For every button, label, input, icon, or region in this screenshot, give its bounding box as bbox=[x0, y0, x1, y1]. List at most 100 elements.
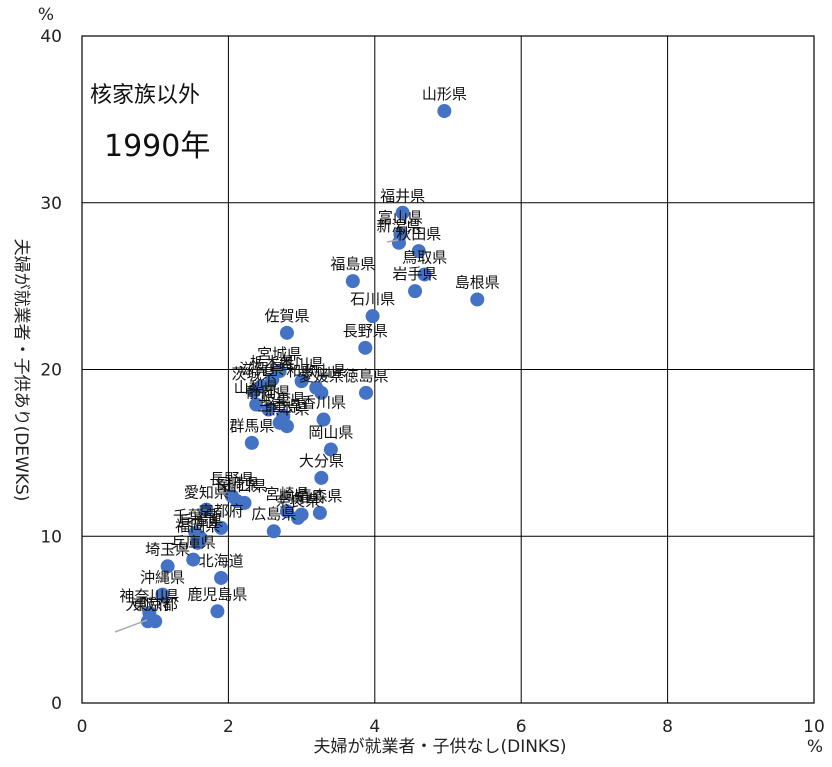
data-label-48: 東京都 bbox=[133, 595, 178, 613]
data-label-15: 茨城県 bbox=[232, 365, 277, 383]
data-points bbox=[140, 104, 485, 629]
data-label-39: 千葉県 bbox=[173, 507, 218, 525]
data-point-38 bbox=[214, 520, 229, 535]
x-tick-label-2: 4 bbox=[369, 717, 380, 737]
data-label-27: 岡山県 bbox=[308, 424, 353, 442]
data-label-31: 山口県 bbox=[222, 477, 267, 495]
x-tick-label-5: 10 bbox=[803, 717, 825, 737]
leader-line-niigata bbox=[386, 239, 399, 243]
data-point-45 bbox=[155, 587, 170, 602]
data-point-32 bbox=[199, 502, 214, 517]
data-label-47: 鹿児島県 bbox=[187, 585, 247, 603]
data-point-36 bbox=[290, 510, 305, 525]
data-label-4: 秋田県 bbox=[396, 225, 441, 243]
data-label-11: 長野県 bbox=[343, 322, 388, 340]
data-point-49 bbox=[140, 614, 155, 629]
data-label-46: 神奈川県 bbox=[119, 587, 179, 605]
chart-title: 核家族以外 bbox=[90, 83, 200, 108]
data-label-40: 兵庫県 bbox=[178, 512, 223, 530]
data-point-11 bbox=[358, 340, 373, 355]
chart-subtitle: 1990年 bbox=[104, 129, 210, 164]
data-label-18: 愛媛県 bbox=[299, 367, 344, 385]
y-axis-ticks: 0 10 20 30 40 bbox=[40, 27, 62, 714]
data-label-43: 埼玉県 bbox=[145, 540, 190, 558]
data-point-1 bbox=[395, 205, 410, 220]
data-label-28: 大分県 bbox=[299, 452, 344, 470]
data-point-8 bbox=[470, 292, 485, 307]
data-label-7: 岩手県 bbox=[393, 265, 438, 283]
data-label-24: 香川県 bbox=[301, 394, 346, 412]
data-label-14: 滋賀県 bbox=[239, 360, 284, 378]
data-label-38: 京都府 bbox=[199, 502, 244, 520]
data-label-16: 香川県 bbox=[279, 355, 324, 373]
data-label-0: 山形県 bbox=[422, 85, 467, 103]
data-label-2: 富山県 bbox=[378, 208, 423, 226]
data-label-5: 鳥取県 bbox=[402, 248, 447, 266]
y-axis-unit: % bbox=[38, 5, 54, 25]
data-point-43 bbox=[160, 559, 175, 574]
data-label-44: 北海道 bbox=[199, 552, 244, 570]
x-tick-label-3: 6 bbox=[516, 717, 527, 737]
data-point-20 bbox=[249, 397, 264, 412]
y-tick-label-2: 20 bbox=[40, 361, 62, 381]
data-point-41 bbox=[190, 535, 205, 550]
x-axis-title: 夫婦が就業者・子供なし(DINKS) bbox=[313, 737, 566, 757]
data-point-44 bbox=[214, 570, 229, 585]
data-label-6: 福島県 bbox=[330, 255, 375, 273]
data-point-35 bbox=[312, 505, 327, 520]
data-point-19 bbox=[359, 385, 374, 400]
data-point-13 bbox=[265, 372, 280, 387]
data-point-27 bbox=[323, 442, 338, 457]
x-tick-label-0: 0 bbox=[77, 717, 88, 737]
data-label-49: 大阪府 bbox=[125, 595, 170, 613]
data-point-4 bbox=[411, 244, 426, 259]
data-label-25: 熊本県 bbox=[264, 400, 309, 418]
plot-area-border bbox=[81, 35, 815, 704]
y-tick-label-0: 0 bbox=[51, 694, 62, 714]
x-axis-unit: % bbox=[807, 737, 823, 757]
data-point-26 bbox=[244, 435, 259, 450]
data-label-9: 石川県 bbox=[350, 290, 395, 308]
data-label-12: 宮城県 bbox=[257, 345, 302, 363]
data-point-10 bbox=[279, 325, 294, 340]
data-label-17: 和歌山県 bbox=[286, 362, 346, 380]
data-point-18 bbox=[314, 385, 329, 400]
data-label-10: 佐賀県 bbox=[264, 307, 309, 325]
data-label-42: 兵庫県 bbox=[171, 534, 216, 552]
data-point-0 bbox=[437, 104, 452, 119]
data-label-26: 群馬県 bbox=[229, 417, 274, 435]
data-point-28 bbox=[314, 470, 329, 485]
x-tick-label-4: 8 bbox=[662, 717, 673, 737]
data-label-1: 福井県 bbox=[380, 187, 425, 205]
data-point-7 bbox=[408, 284, 423, 299]
data-label-22: 岐阜県 bbox=[261, 390, 306, 408]
data-point-24 bbox=[316, 412, 331, 427]
data-label-41: 福岡県 bbox=[175, 517, 220, 535]
data-point-3 bbox=[391, 235, 406, 250]
data-point-21 bbox=[261, 402, 276, 417]
data-point-42 bbox=[186, 552, 201, 567]
y-tick-label-4: 40 bbox=[40, 27, 62, 47]
data-label-8: 島根県 bbox=[455, 273, 500, 291]
data-point-33 bbox=[279, 504, 294, 519]
data-point-6 bbox=[345, 274, 360, 289]
data-label-21: 静岡県 bbox=[246, 384, 291, 402]
y-tick-label-3: 30 bbox=[40, 194, 62, 214]
data-label-33: 宮崎県 bbox=[264, 485, 309, 503]
data-label-45: 沖縄県 bbox=[140, 569, 185, 587]
x-axis-ticks: 0 2 4 6 8 10 bbox=[77, 717, 825, 737]
data-point-9 bbox=[365, 309, 380, 324]
data-point-25 bbox=[279, 419, 294, 434]
y-tick-label-1: 10 bbox=[40, 527, 62, 547]
data-point-5 bbox=[417, 267, 432, 282]
x-tick-label-1: 2 bbox=[223, 717, 234, 737]
data-label-32: 愛知県 bbox=[184, 484, 229, 502]
data-label-3: 新潟県 bbox=[376, 217, 421, 235]
data-label-20: 山梨県 bbox=[234, 379, 279, 397]
data-label-35: 青森県 bbox=[297, 487, 342, 505]
data-label-30: 長崎県 bbox=[215, 475, 260, 493]
y-axis-title: 夫婦が就業者・子供あり(DEWKS) bbox=[11, 239, 31, 502]
data-label-13: 栃木県 bbox=[250, 354, 295, 372]
data-label-19: 徳島県 bbox=[344, 367, 389, 385]
data-point-15 bbox=[247, 384, 262, 399]
